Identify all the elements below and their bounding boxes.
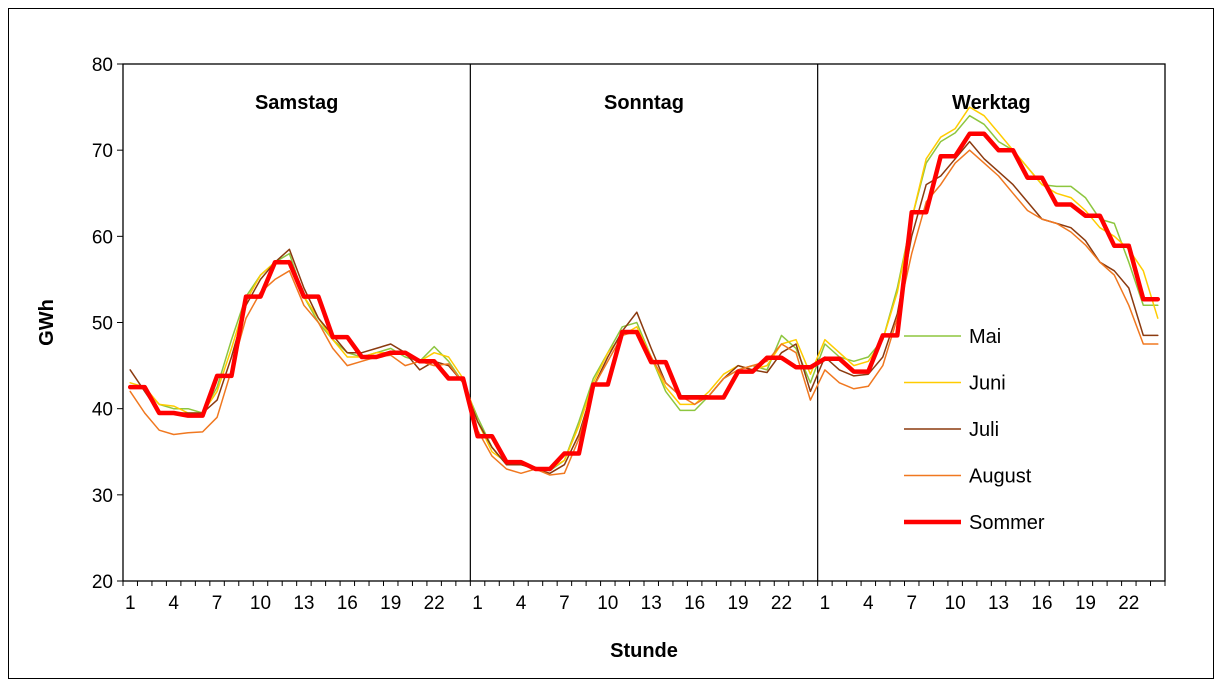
legend-label-mai: Mai bbox=[969, 326, 1001, 348]
y-tick-label: 80 bbox=[92, 55, 113, 76]
x-tick-label: 1 bbox=[472, 593, 483, 614]
x-tick-label: 19 bbox=[380, 593, 401, 614]
series-line-august bbox=[129, 149, 1159, 476]
x-tick-label: 1 bbox=[820, 593, 831, 614]
y-tick-label: 30 bbox=[92, 486, 113, 507]
legend-label-sommer: Sommer bbox=[969, 512, 1045, 534]
x-tick-label: 19 bbox=[1075, 593, 1096, 614]
x-tick-label: 7 bbox=[559, 593, 570, 614]
legend-label-juni: Juni bbox=[969, 373, 1006, 395]
legend-label-juli: Juli bbox=[969, 419, 999, 441]
series-line-sommer bbox=[127, 131, 1161, 472]
y-tick-label: 50 bbox=[92, 314, 113, 335]
x-tick-label: 4 bbox=[516, 593, 527, 614]
x-tick-label: 19 bbox=[727, 593, 748, 614]
x-tick-label: 10 bbox=[597, 593, 618, 614]
chart-legend: Mai Juni Juli August Sommer bbox=[904, 326, 1045, 534]
line-chart: Samstag Sonntag Werktag 20 30 40 50 60 70 80 1 4 7 10… bbox=[36, 55, 1166, 662]
series-line-mai bbox=[129, 114, 1159, 472]
x-tick-label: 1 bbox=[125, 593, 136, 614]
x-tick-label: 16 bbox=[1031, 593, 1052, 614]
x-tick-label: 7 bbox=[212, 593, 223, 614]
x-tick-label: 7 bbox=[906, 593, 917, 614]
x-tick-label: 4 bbox=[863, 593, 874, 614]
y-tick-label: 40 bbox=[92, 400, 113, 421]
x-tick-label: 13 bbox=[293, 593, 314, 614]
series-line-juli bbox=[129, 140, 1159, 475]
x-axis-title: Stunde bbox=[610, 640, 678, 662]
x-tick-label: 10 bbox=[250, 593, 271, 614]
x-tick-label: 22 bbox=[1118, 593, 1139, 614]
y-tick-label: 20 bbox=[92, 572, 113, 593]
x-tick-label: 16 bbox=[337, 593, 358, 614]
x-tick-label: 22 bbox=[771, 593, 792, 614]
x-tick-label: 16 bbox=[684, 593, 705, 614]
chart-axes: Samstag Sonntag Werktag 20 30 40 50 60 70 80 1 4 7 10… bbox=[36, 55, 1166, 662]
legend-label-august: August bbox=[969, 466, 1032, 488]
panel-label: Werktag bbox=[952, 92, 1031, 114]
panel-label: Sonntag bbox=[604, 92, 684, 114]
y-tick-label: 70 bbox=[92, 141, 113, 162]
y-tick-label: 60 bbox=[92, 227, 113, 248]
x-tick-label: 13 bbox=[641, 593, 662, 614]
x-tick-label: 4 bbox=[168, 593, 179, 614]
x-tick-label: 22 bbox=[424, 593, 445, 614]
panel-label: Samstag bbox=[255, 92, 338, 114]
plot-area bbox=[122, 63, 1166, 582]
chart-frame: Samstag Sonntag Werktag 20 30 40 50 60 70 80 1 4 7 10… bbox=[8, 8, 1214, 679]
y-axis-title: GWh bbox=[36, 299, 58, 346]
x-tick-label: 10 bbox=[945, 593, 966, 614]
series-line-juni bbox=[129, 106, 1159, 470]
chart-series bbox=[127, 106, 1161, 476]
x-tick-label: 13 bbox=[988, 593, 1009, 614]
